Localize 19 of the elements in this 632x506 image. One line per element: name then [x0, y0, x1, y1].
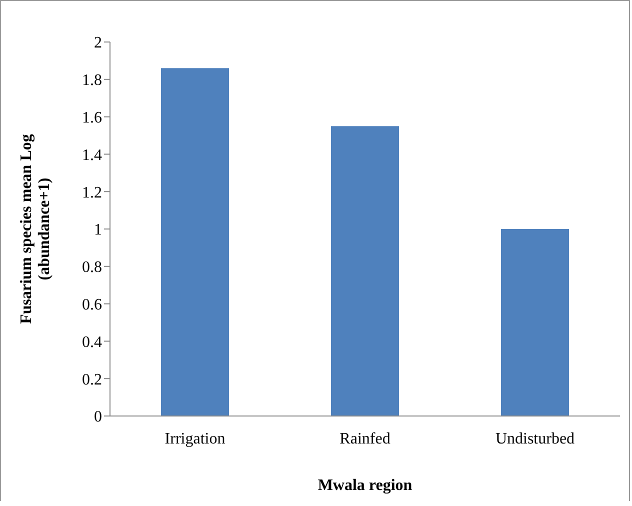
- y-tick-label: 1.6: [82, 109, 102, 126]
- bar: [161, 68, 229, 416]
- x-axis-title: Mwala region: [318, 477, 412, 494]
- y-tick-label: 1: [94, 222, 102, 239]
- y-tick-label: 2: [94, 34, 102, 52]
- x-tick-label: Irrigation: [164, 430, 226, 448]
- y-tick-label: 0: [94, 408, 102, 426]
- y-tick-label: 0.4: [82, 334, 102, 351]
- y-tick-label: 0.2: [82, 371, 102, 388]
- x-tick-label: Rainfed: [340, 430, 390, 448]
- y-tick-label: 0.6: [82, 296, 102, 314]
- x-tick-label: Undisturbed: [495, 430, 575, 448]
- y-axis-title: Fusarium species mean Log (abundance+1): [18, 134, 53, 324]
- y-tick-label: 0.8: [82, 259, 102, 276]
- y-tick-label: 1.8: [82, 72, 102, 90]
- y-tick-label: 1.2: [82, 184, 102, 202]
- bar: [501, 229, 569, 416]
- bar: [331, 126, 399, 416]
- y-tick-label: 1.4: [82, 146, 102, 164]
